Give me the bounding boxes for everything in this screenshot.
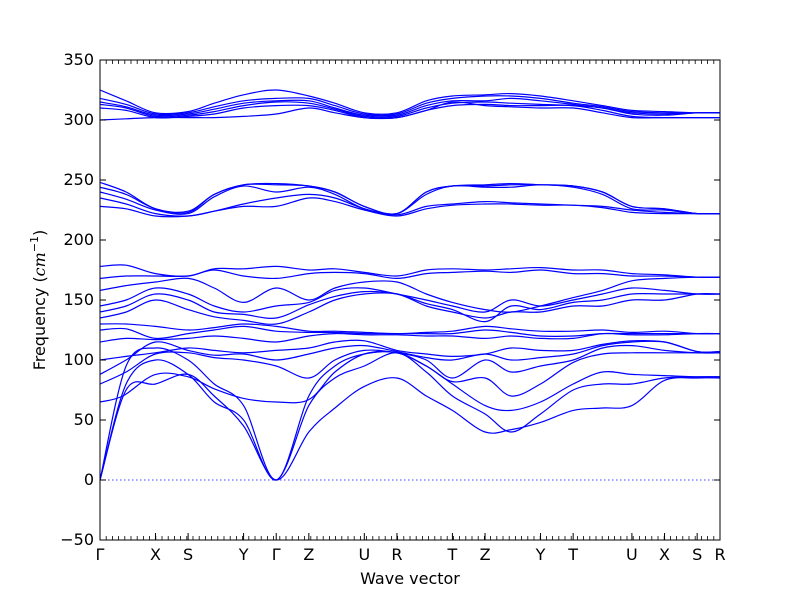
x-tick-label: U (358, 545, 370, 564)
band-line-6 (100, 340, 720, 375)
band-line-12 (100, 290, 720, 323)
y-tick-label: 150 (63, 290, 94, 309)
y-tick-label: 250 (63, 170, 94, 189)
band-line-25 (100, 97, 720, 117)
x-tick-label: Γ (272, 545, 281, 564)
y-tick-label: −50 (60, 530, 94, 549)
y-tick-label: 0 (84, 470, 94, 489)
x-tick-label: X (659, 545, 670, 564)
plot-frame (99, 59, 721, 541)
x-tick-label: Y (238, 545, 249, 564)
band-line-4 (100, 350, 720, 404)
band-line-13 (100, 287, 720, 313)
x-tick-label: S (692, 545, 702, 564)
band-line-27 (100, 89, 720, 115)
band-line-7 (100, 339, 720, 361)
band-line-10 (100, 323, 720, 335)
band-line-1 (100, 373, 720, 481)
x-tick-label: S (183, 545, 193, 564)
y-tick-label: 300 (63, 110, 94, 129)
band-line-18 (100, 193, 720, 217)
y-tick-label: 350 (63, 50, 94, 69)
x-tick-label: Γ (96, 545, 105, 564)
band-line-11 (100, 292, 720, 325)
band-line-16 (100, 264, 720, 278)
band-line-14 (100, 276, 720, 313)
band-line-21 (100, 181, 720, 215)
x-tick-label: T (447, 545, 458, 564)
y-tick-label: 100 (63, 350, 94, 369)
x-tick-label: R (391, 545, 402, 564)
x-tick-label: T (567, 545, 578, 564)
y-tick-label: 50 (74, 410, 94, 429)
x-tick-label: U (626, 545, 638, 564)
band-line-26 (100, 95, 720, 116)
x-tick-label: Y (535, 545, 546, 564)
x-tick-label: X (150, 545, 161, 564)
series-layer (100, 89, 720, 481)
band-line-19 (100, 184, 720, 215)
x-axis-label: Wave vector (360, 569, 460, 588)
x-tick-label: Z (303, 545, 314, 564)
y-axis-label: Frequency (cm−1) (28, 230, 49, 371)
x-tick-label: Z (480, 545, 491, 564)
band-line-23 (100, 103, 720, 120)
x-tick-label: R (714, 545, 725, 564)
y-tick-label: 200 (63, 230, 94, 249)
